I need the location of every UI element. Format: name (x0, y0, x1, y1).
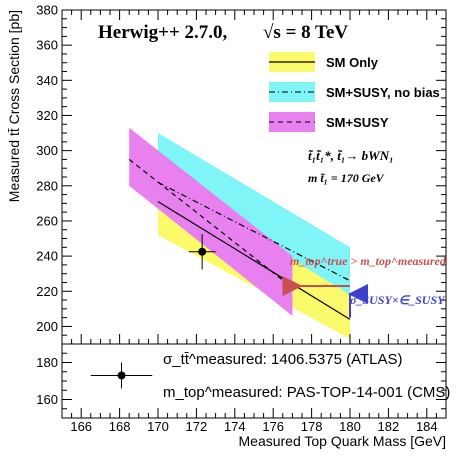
y-tick-label: 260 (36, 213, 58, 228)
label-mtop-measured: m_top^measured: PAS-TOP-14-001 (CMS) (163, 384, 450, 401)
y-tick-label: 180 (36, 355, 58, 370)
x-axis-ticks: 166 168 170 172 174 176 178 180 182 184 (61, 10, 447, 434)
x-tick-label: 170 (147, 419, 169, 434)
band-sm-susy (129, 127, 293, 316)
arrows (282, 275, 368, 318)
annotation-sigma-susy: σ_SUSY×∈_SUSY (350, 293, 446, 307)
x-tick-label: 166 (70, 419, 92, 434)
annotation-stop-mass: m t̃₁ = 170 GeV (308, 171, 385, 185)
x-tick-label: 176 (262, 419, 284, 434)
x-tick-label: 184 (416, 419, 438, 434)
chart-title: Herwig++ 2.7.0, (98, 22, 228, 43)
legend-label-sm-only: SM Only (326, 55, 379, 70)
y-tick-label: 240 (36, 249, 58, 264)
series-line-sm-only (157, 201, 351, 320)
series-line-sm-susy-no-bias (157, 181, 351, 282)
x-tick-label: 174 (224, 419, 246, 434)
y-tick-label: 280 (36, 178, 58, 193)
y-tick-label: 380 (36, 3, 58, 18)
y-tick-label: 200 (36, 319, 58, 334)
y-axis-ticks: 200 220 240 260 280 300 320 340 360 380 160 180 (36, 3, 446, 419)
y-tick-label: 320 (36, 108, 58, 123)
legend-label-sm-susy: SM+SUSY (326, 115, 389, 130)
y-tick-label: 160 (36, 392, 58, 407)
y-tick-label: 300 (36, 143, 58, 158)
y-tick-label: 360 (36, 38, 58, 53)
data-points (90, 234, 216, 389)
y-axis-label: Measured tt̄ Cross Section [pb] (6, 10, 22, 202)
uncertainty-bands (129, 127, 350, 339)
x-tick-label: 180 (339, 419, 361, 434)
series-lines (128, 158, 351, 320)
annotation-stop-decay: t̃₁t̃₁*, t̃₁→ bWN₁ (308, 148, 394, 163)
label-sigma-measured: σ_tt̄^measured: 1406.5375 (ATLAS) (163, 351, 402, 368)
x-axis-label: Measured Top Quark Mass [GeV] (239, 433, 447, 449)
sub-point (117, 371, 126, 380)
y-tick-label: 340 (36, 73, 58, 88)
x-tick-label: 182 (378, 419, 400, 434)
annotation-mass-relation: m_top^true > m_top^measured (290, 254, 447, 268)
data-point (198, 247, 207, 256)
legend-label-sm-susy-no-bias: SM+SUSY, no bias (326, 85, 440, 100)
legend: SM Only SM+SUSY, no bias SM+SUSY (269, 52, 440, 132)
x-tick-label: 172 (186, 419, 208, 434)
chart-title-energy: √s = 8 TeV (263, 22, 348, 43)
y-tick-label: 220 (36, 284, 58, 299)
x-tick-label: 178 (301, 419, 323, 434)
series-line-sm-susy (128, 158, 293, 289)
x-tick-label: 168 (109, 419, 131, 434)
